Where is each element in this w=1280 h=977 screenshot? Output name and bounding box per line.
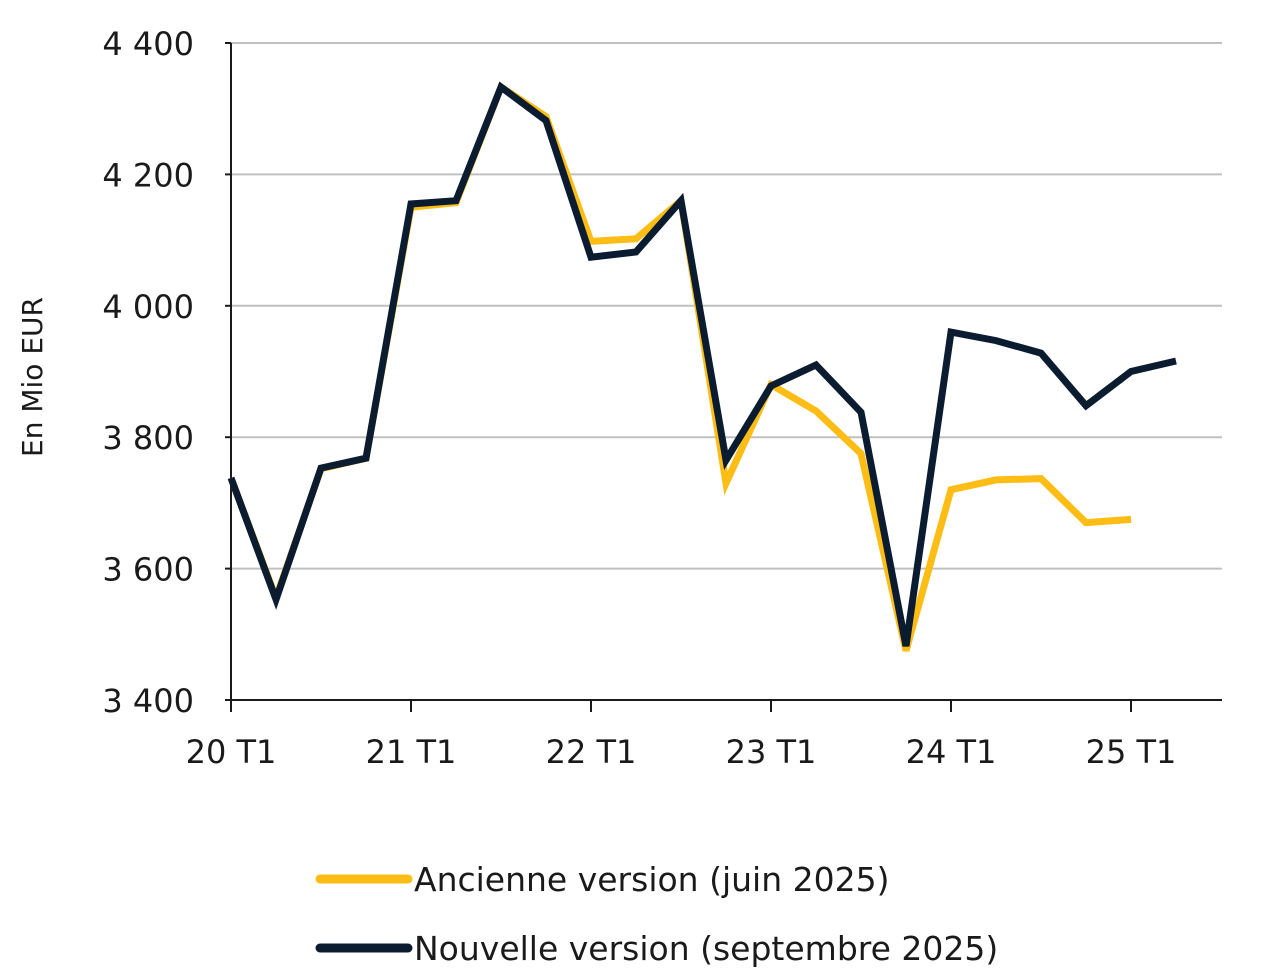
legend-label: Ancienne version (juin 2025)	[414, 860, 889, 899]
x-tick-label: 23 T1	[726, 733, 817, 771]
series-line-1	[227, 81, 1132, 652]
y-tick-label: 4 200	[102, 156, 194, 194]
series-lines	[227, 81, 1177, 652]
y-tick-label: 3 800	[102, 419, 194, 457]
legend: Ancienne version (juin 2025) Nouvelle ver…	[315, 860, 998, 968]
x-tick-label: 21 T1	[366, 733, 457, 771]
series-line-2	[227, 81, 1177, 647]
x-tick-label: 24 T1	[906, 733, 997, 771]
x-axis: 20 T1 21 T1 22 T1 23 T1 24 T1 25 T1	[186, 699, 1222, 771]
x-tick-label: 22 T1	[546, 733, 637, 771]
y-tick-label: 3 600	[102, 551, 194, 589]
y-tick-label: 4 000	[102, 288, 194, 326]
x-tick-label: 25 T1	[1086, 733, 1177, 771]
y-tick-label: 4 400	[102, 25, 194, 63]
legend-label: Nouvelle version (septembre 2025)	[414, 929, 998, 968]
y-tick-label: 3 400	[102, 682, 194, 720]
y-axis-title: En Mio EUR	[16, 297, 49, 457]
y-axis: 3 400 3 600 3 800 4 000 4 200 4 400	[102, 25, 232, 720]
x-tick-label: 20 T1	[186, 733, 277, 771]
